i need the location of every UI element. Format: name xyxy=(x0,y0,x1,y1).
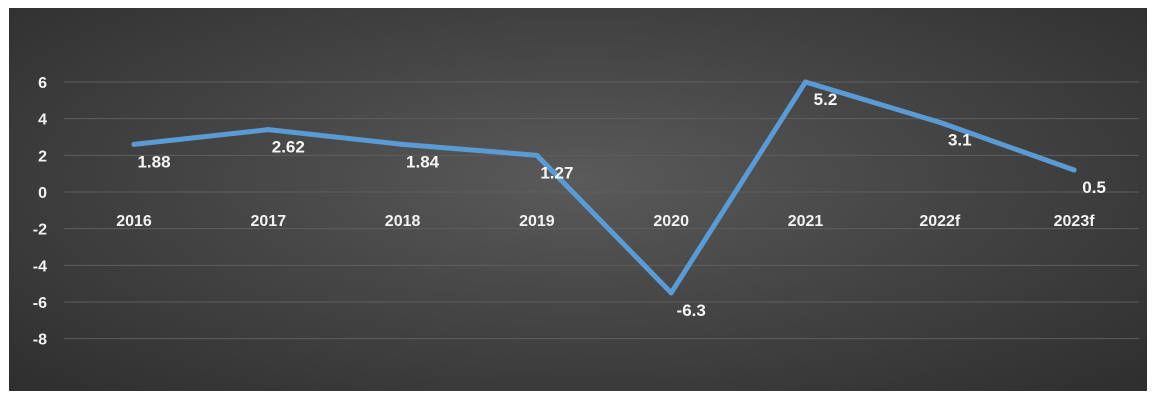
data-label: 0.5 xyxy=(1082,178,1106,197)
data-label: 2.62 xyxy=(272,138,305,157)
data-label: -6.3 xyxy=(677,301,706,320)
data-label: 5.2 xyxy=(814,90,838,109)
x-tick-label: 2021 xyxy=(788,213,824,230)
x-tick-label: 2016 xyxy=(116,213,152,230)
y-tick-label: 6 xyxy=(38,75,47,92)
data-label: 1.88 xyxy=(137,152,170,171)
chart-area: 6 4 2 0 -2 -4 -6 -8 2016 2017 2018 2019 2020 2021 202… xyxy=(9,8,1147,391)
y-tick-label: -8 xyxy=(33,332,47,349)
data-point xyxy=(668,290,674,296)
y-tick-label: 0 xyxy=(38,185,47,202)
data-label: 1.84 xyxy=(406,152,440,171)
y-tick-label: 4 xyxy=(38,112,47,129)
line-chart: 6 4 2 0 -2 -4 -6 -8 2016 2017 2018 2019 2020 2021 202… xyxy=(33,75,1139,349)
data-point xyxy=(534,152,540,158)
y-tick-label: 2 xyxy=(38,148,47,165)
data-point xyxy=(1071,167,1077,173)
x-tick-label: 2017 xyxy=(251,213,287,230)
data-point xyxy=(265,127,271,133)
data-point xyxy=(131,141,137,147)
y-tick-label: -6 xyxy=(33,295,47,312)
series-line xyxy=(131,79,1077,296)
data-point xyxy=(803,79,808,85)
data-point xyxy=(400,141,406,147)
data-point xyxy=(937,119,943,125)
x-tick-label: 2019 xyxy=(519,213,555,230)
x-tick-label: 2018 xyxy=(385,213,421,230)
x-tick-label: 2022f xyxy=(919,213,961,230)
x-tick-label: 2023f xyxy=(1054,213,1096,230)
y-tick-label: -2 xyxy=(33,222,47,239)
data-label: 3.1 xyxy=(948,130,972,149)
data-label: 1.27 xyxy=(540,163,573,182)
y-tick-label: -4 xyxy=(33,258,47,275)
x-tick-label: 2020 xyxy=(653,213,689,230)
